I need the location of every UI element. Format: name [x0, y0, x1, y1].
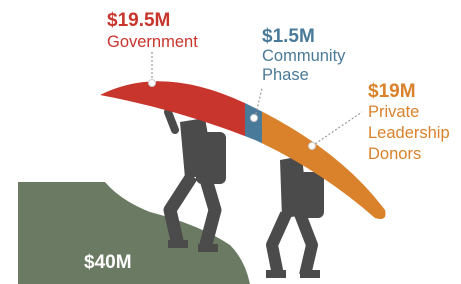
amount: $19.5M	[107, 10, 170, 31]
label: Private	[368, 103, 419, 121]
label: Donors	[368, 145, 421, 163]
infographic: $19.5M Government $1.5M Community Phase …	[0, 0, 461, 284]
label: Phase	[262, 66, 309, 84]
label: Leadership	[368, 124, 450, 142]
label: Community	[262, 47, 346, 65]
canoe	[100, 81, 386, 219]
total: $40M	[84, 252, 132, 273]
amount: $19M	[368, 81, 416, 102]
amount: $1.5M	[262, 26, 315, 47]
label: Government	[107, 33, 198, 51]
